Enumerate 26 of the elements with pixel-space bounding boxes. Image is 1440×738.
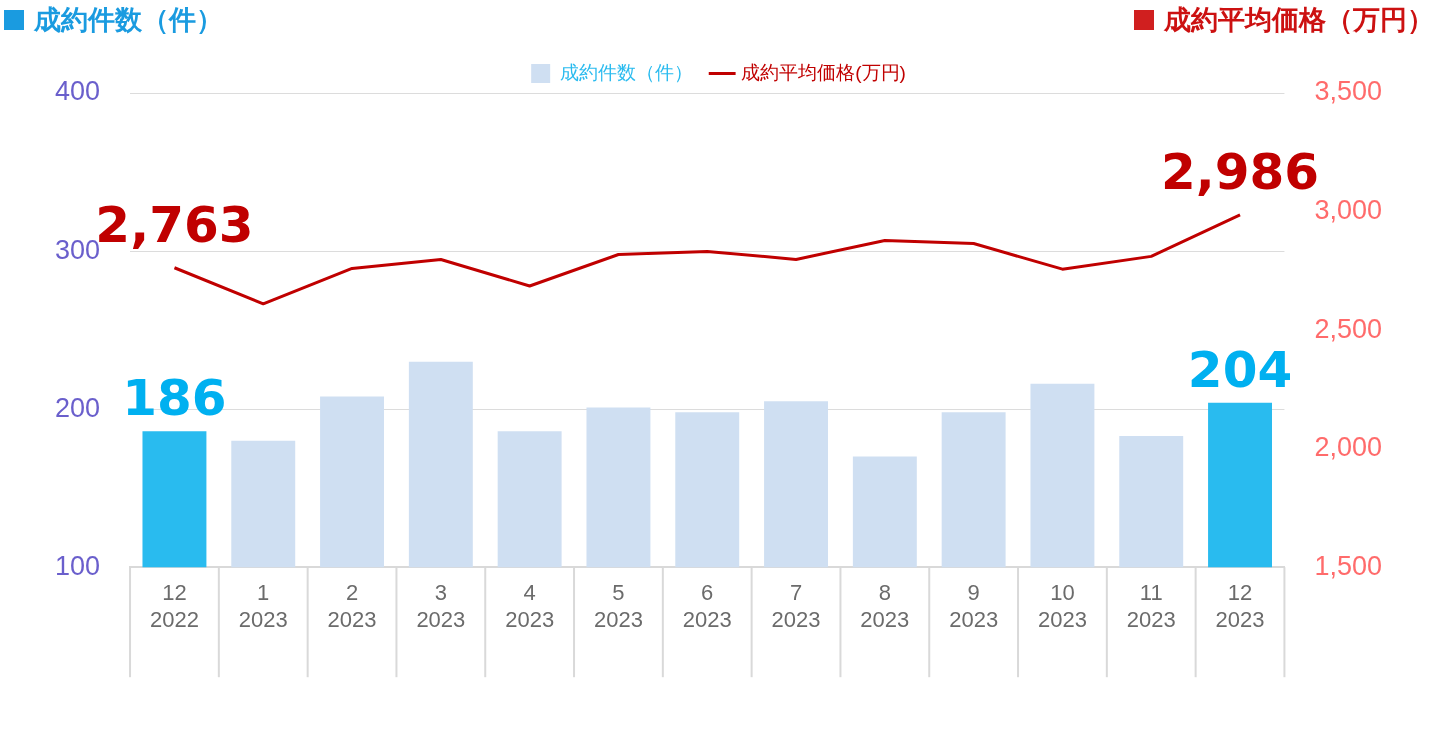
x-tick-label: 7 2023 bbox=[771, 580, 821, 632]
x-tick-label: 8 2023 bbox=[860, 580, 910, 632]
data-label: 204 bbox=[1187, 340, 1293, 399]
y2-tick-label: 3,500 bbox=[1314, 76, 1383, 107]
y-tick-label: 400 bbox=[54, 76, 101, 107]
x-tick-label: 1 2023 bbox=[238, 580, 288, 632]
x-tick-label: 12 2023 bbox=[1215, 580, 1265, 632]
legend-label: 成約件数（件） bbox=[559, 61, 693, 83]
y-tick-label: 200 bbox=[54, 392, 101, 423]
x-tick-label: 9 2023 bbox=[949, 580, 999, 632]
y2-axis-title: 成約平均価格（万円） bbox=[1164, 3, 1434, 37]
legend-label: 成約平均価格(万円) bbox=[741, 61, 906, 83]
y2-tick-label: 2,000 bbox=[1314, 432, 1383, 463]
y-axis-title: 成約件数（件） bbox=[34, 3, 223, 37]
x-tick-label: 4 2023 bbox=[505, 580, 555, 632]
x-tick-label: 5 2023 bbox=[593, 580, 643, 632]
data-label: 186 bbox=[122, 369, 227, 428]
y-tick-label: 100 bbox=[54, 550, 101, 581]
x-tick-label: 10 2023 bbox=[1037, 580, 1087, 632]
y2-tick-label: 2,500 bbox=[1314, 313, 1383, 344]
x-tick-label: 11 2023 bbox=[1126, 580, 1176, 632]
y2-tick-label: 1,500 bbox=[1314, 550, 1383, 581]
x-tick-label: 2 2023 bbox=[327, 580, 377, 632]
x-tick-label: 3 2023 bbox=[416, 580, 466, 632]
x-tick-label: 6 2023 bbox=[682, 580, 732, 632]
x-tick-label: 12 2022 bbox=[149, 580, 199, 632]
